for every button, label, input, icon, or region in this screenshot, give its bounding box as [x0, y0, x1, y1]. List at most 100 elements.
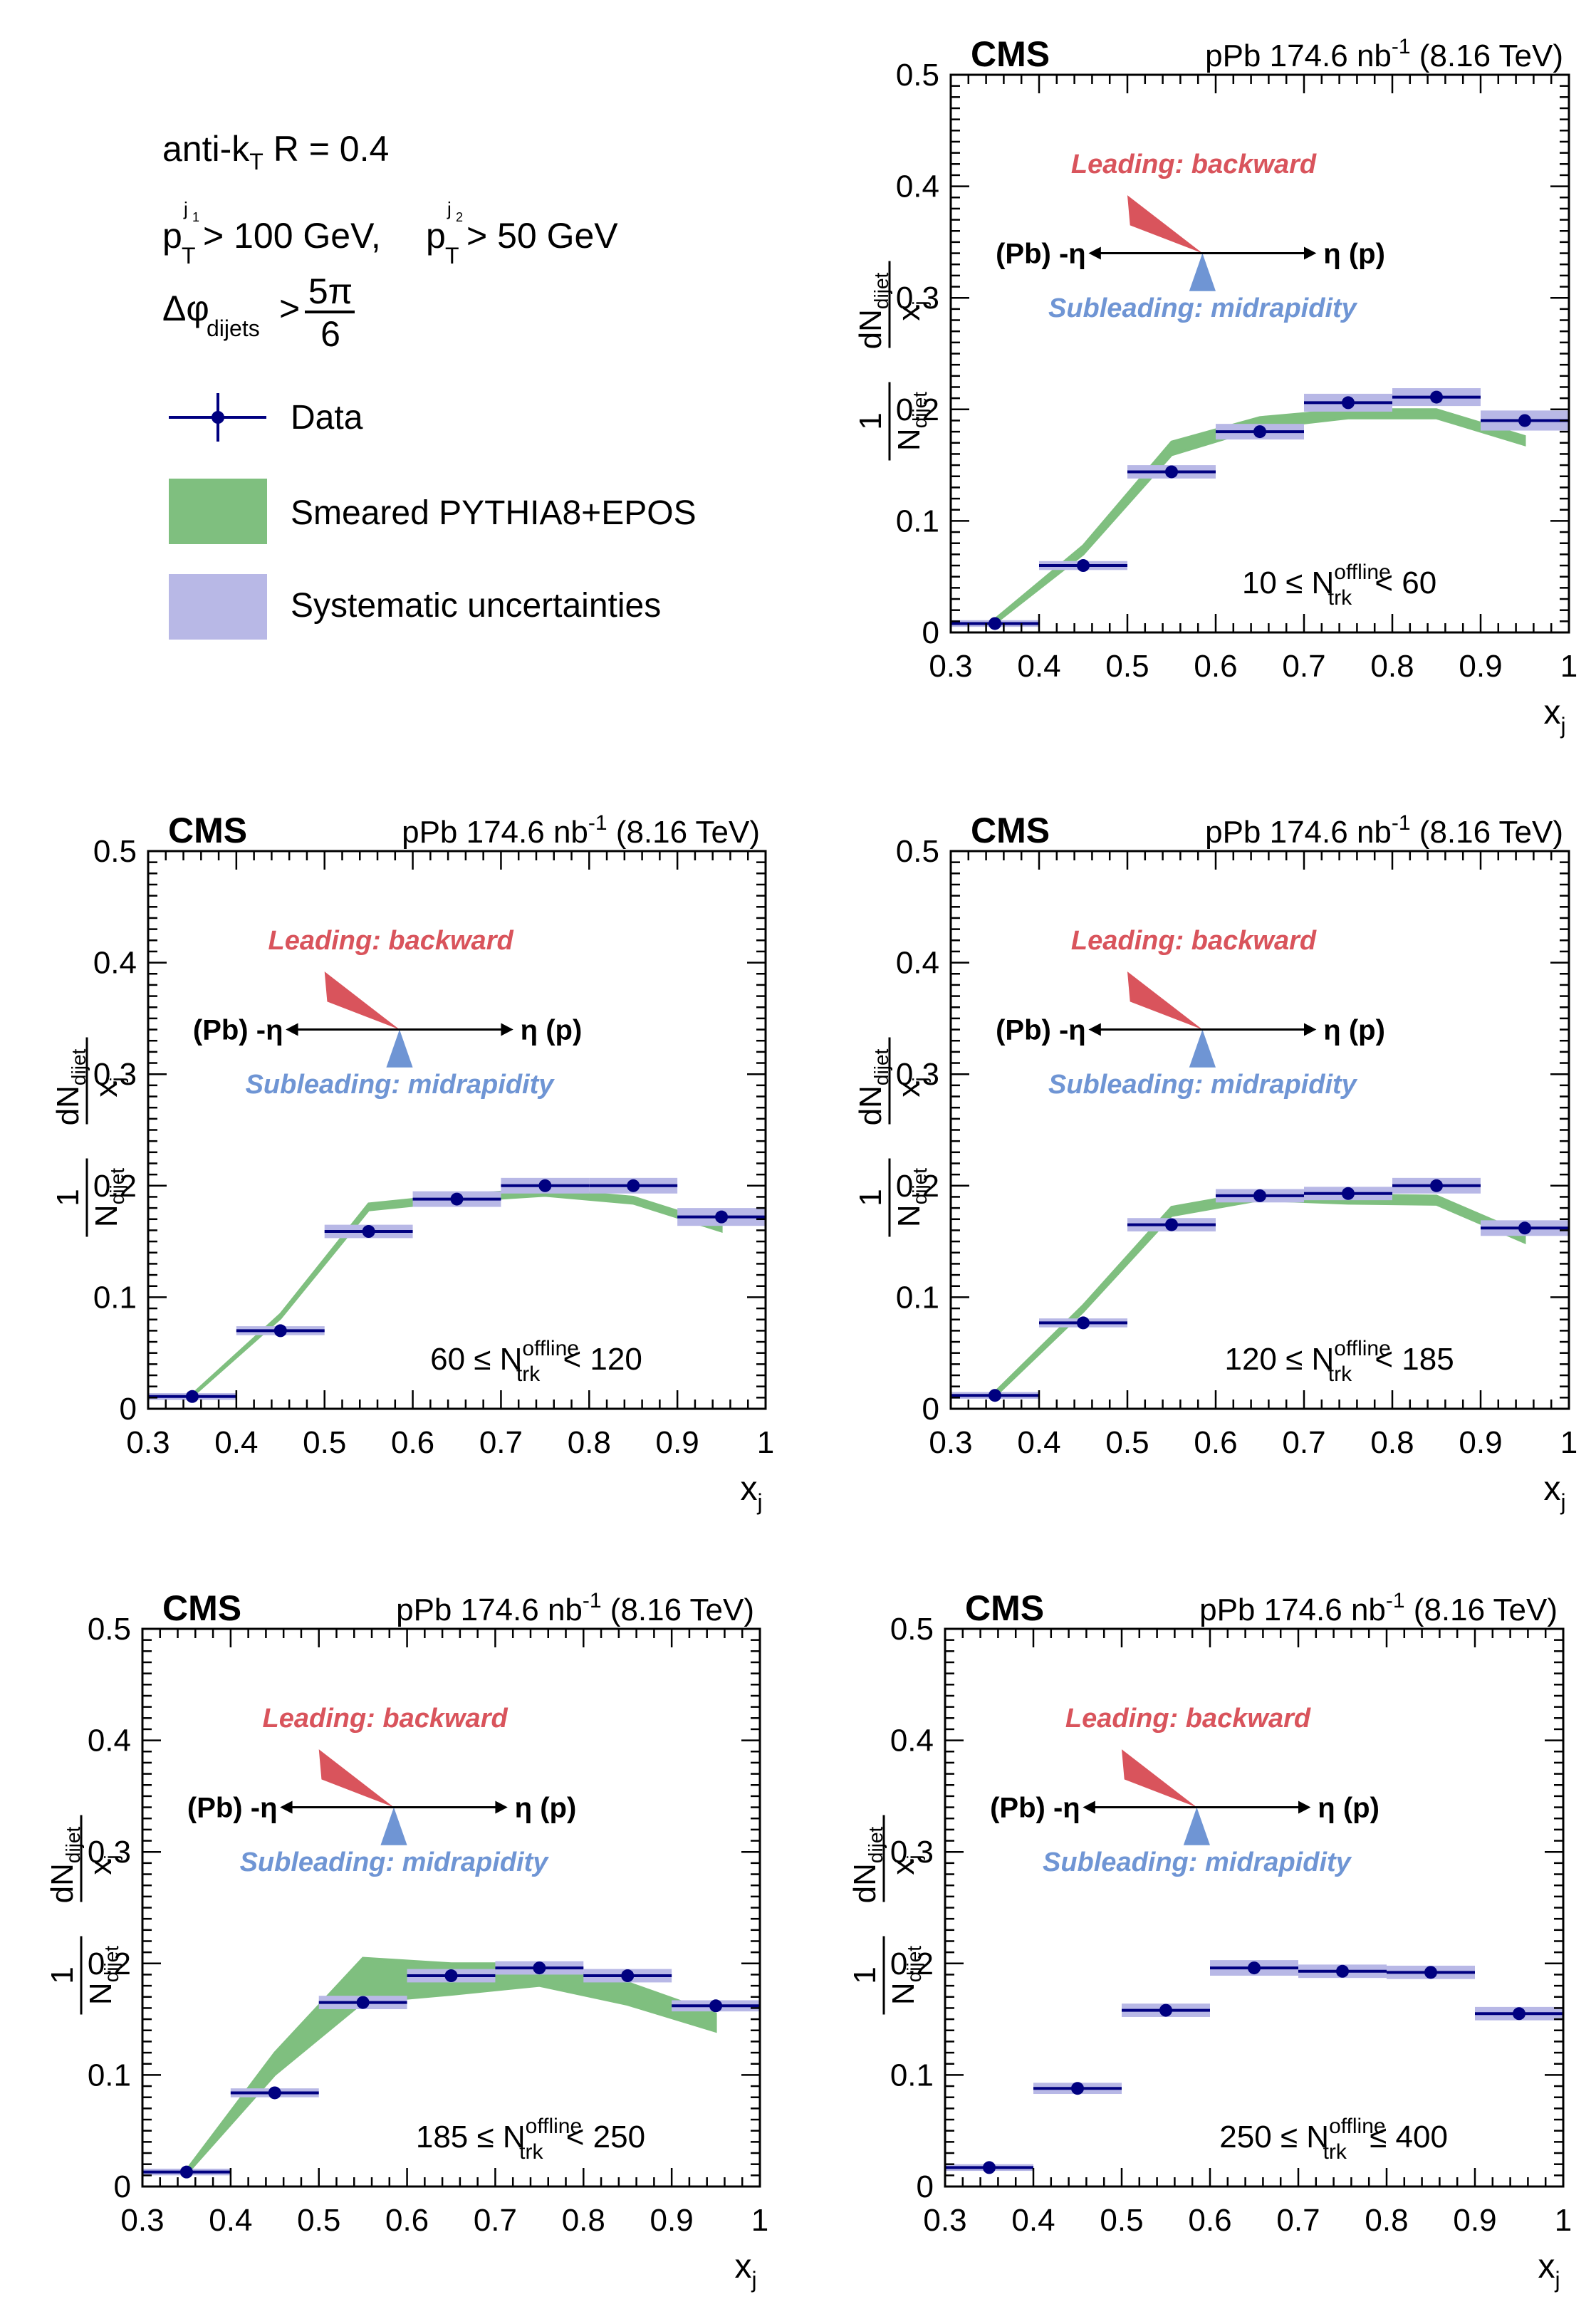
y-tick-label: 0.3	[88, 1835, 131, 1870]
y-tick-label: 0.2	[890, 1946, 934, 1981]
y-label-denominator: xj	[83, 1855, 122, 1875]
y-label-denominator: xj	[892, 301, 931, 320]
x-tick-label: 0.8	[568, 1425, 611, 1460]
leading-label: Leading: backward	[263, 1704, 508, 1734]
leading-triangle	[324, 971, 400, 1030]
data-point	[983, 2161, 996, 2174]
multiplicity-range: 250 ≤ Noffline trk ≤ 400	[1219, 2115, 1448, 2164]
y-tick-label: 0.2	[93, 1169, 137, 1204]
x-axis-label: xj	[740, 1470, 762, 1515]
svg-text:p: p	[426, 216, 446, 256]
data-point	[533, 1961, 546, 1975]
x-tick-label: 0.7	[1282, 649, 1325, 684]
svg-text:j: j	[447, 198, 452, 219]
p-direction-label: η (p)	[1323, 239, 1385, 270]
legend-algo: anti-kT R = 0.4	[162, 129, 389, 174]
svg-text:Smeared PYTHIA8+EPOS: Smeared PYTHIA8+EPOS	[291, 494, 697, 532]
svg-text:> 100 GeV,: > 100 GeV,	[203, 216, 381, 256]
x-tick-label: 0.9	[656, 1425, 699, 1460]
data-point	[715, 1210, 729, 1224]
y-label-numerator: dNdijet	[847, 1826, 887, 1903]
svg-text:2: 2	[456, 210, 463, 224]
subleading-triangle	[1183, 1807, 1210, 1845]
y-tick-label: 0.5	[88, 1612, 131, 1647]
data-point	[989, 617, 1001, 630]
model-band	[993, 408, 1526, 626]
legend-panel: anti-kT R = 0.4 p j 1 T > 100 GeV, p j 2…	[162, 129, 697, 640]
model-band	[993, 1190, 1526, 1400]
data-point	[1342, 396, 1355, 410]
x-tick-label: 0.3	[929, 1425, 972, 1460]
x-tick-label: 0.5	[1100, 2203, 1143, 2238]
x-tick-label: 0.4	[1011, 2203, 1055, 2238]
lumi-label: pPb 174.6 nb-1 (8.16 TeV)	[1205, 35, 1563, 73]
data-point	[627, 1179, 640, 1192]
eta-arrow-left	[280, 1800, 293, 1814]
y-label-numerator: dNdijet	[853, 1048, 892, 1125]
y-tick-label: 0.3	[896, 281, 939, 316]
x-tick-label: 0.9	[1459, 649, 1502, 684]
data-point	[1253, 1189, 1266, 1202]
data-point	[273, 1324, 287, 1338]
x-tick-label: 1	[1555, 2203, 1572, 2238]
p-direction-label: η (p)	[1318, 1793, 1379, 1824]
svg-text:>: >	[279, 288, 300, 328]
p-direction-label: η (p)	[521, 1015, 583, 1046]
svg-text:1: 1	[192, 210, 199, 224]
svg-text:Δφ: Δφ	[162, 288, 209, 328]
x-tick-label: 0.6	[1194, 649, 1237, 684]
data-point	[538, 1179, 552, 1192]
x-tick-label: 0.6	[391, 1425, 434, 1460]
x-tick-label: 0.9	[1453, 2203, 1496, 2238]
leading-triangle	[1127, 195, 1203, 254]
x-tick-label: 0.5	[1105, 649, 1149, 684]
multiplicity-range: 185 ≤ Noffline trk < 250	[416, 2115, 645, 2164]
eta-arrow-left	[1083, 1800, 1095, 1814]
subleading-triangle	[1189, 1029, 1216, 1068]
data-point	[1518, 1221, 1531, 1235]
data-point	[989, 1389, 1001, 1402]
y-label-denominator: xj	[892, 1077, 931, 1097]
subleading-label: Subleading: midrapidity	[240, 1847, 550, 1877]
y-tick-label: 0.1	[88, 2058, 131, 2092]
x-axis-label: xj	[734, 2248, 756, 2293]
y-tick-label: 0.4	[93, 946, 137, 981]
x-axis-label: xj	[1543, 1470, 1565, 1515]
leading-triangle	[1122, 1749, 1197, 1808]
legend-item-data: Data	[169, 393, 363, 442]
y-tick-label: 0.3	[890, 1835, 934, 1870]
data-point	[1430, 390, 1443, 404]
x-tick-label: 0.6	[1194, 1425, 1237, 1460]
eta-arrow-left	[1088, 1023, 1101, 1036]
chart-panel-3: 0.3 0.4 0.5 0.6 0.7 0.8 0.9 1 0 0.1 0.2 0.3 0.4 0.5 xj…	[853, 811, 1577, 1515]
p-direction-label: η (p)	[515, 1793, 577, 1824]
x-tick-label: 0.8	[1370, 649, 1414, 684]
x-tick-label: 0.5	[1105, 1425, 1149, 1460]
x-tick-label: 0.4	[1017, 649, 1060, 684]
y-tick-label: 0	[917, 2169, 934, 2204]
data-point	[1518, 414, 1531, 427]
eta-arrow-right	[1304, 1023, 1317, 1036]
y-tick-label: 0.3	[93, 1057, 137, 1092]
x-tick-label: 0.6	[1188, 2203, 1231, 2238]
x-tick-label: 1	[751, 2203, 768, 2238]
x-tick-label: 0.8	[562, 2203, 605, 2238]
y-label-numerator: dNdijet	[51, 1048, 90, 1125]
x-tick-label: 0.7	[479, 1425, 523, 1460]
lumi-label: pPb 174.6 nb-1 (8.16 TeV)	[1205, 811, 1563, 850]
chart-panel-1: 0.3 0.4 0.5 0.6 0.7 0.8 0.9 1 0 0.1 0.2 0.3 0.4 0.5 xj…	[853, 34, 1577, 739]
x-tick-label: 0.3	[923, 2203, 966, 2238]
subleading-triangle	[380, 1807, 407, 1845]
legend-item-model: Smeared PYTHIA8+EPOS	[169, 479, 697, 544]
x-axis-label: xj	[1538, 2248, 1560, 2293]
y-label-N: Ndijet	[886, 1946, 925, 2005]
y-label-N: Ndijet	[83, 1946, 122, 2005]
plot-panels: 0.3 0.4 0.5 0.6 0.7 0.8 0.9 1 0 0.1 0.2 0.3 0.4 0.5 xj…	[45, 34, 1577, 2293]
data-point	[1248, 1961, 1261, 1975]
leading-label: Leading: backward	[1065, 1704, 1311, 1734]
multiplicity-range: 120 ≤ Noffline trk < 185	[1224, 1337, 1454, 1386]
